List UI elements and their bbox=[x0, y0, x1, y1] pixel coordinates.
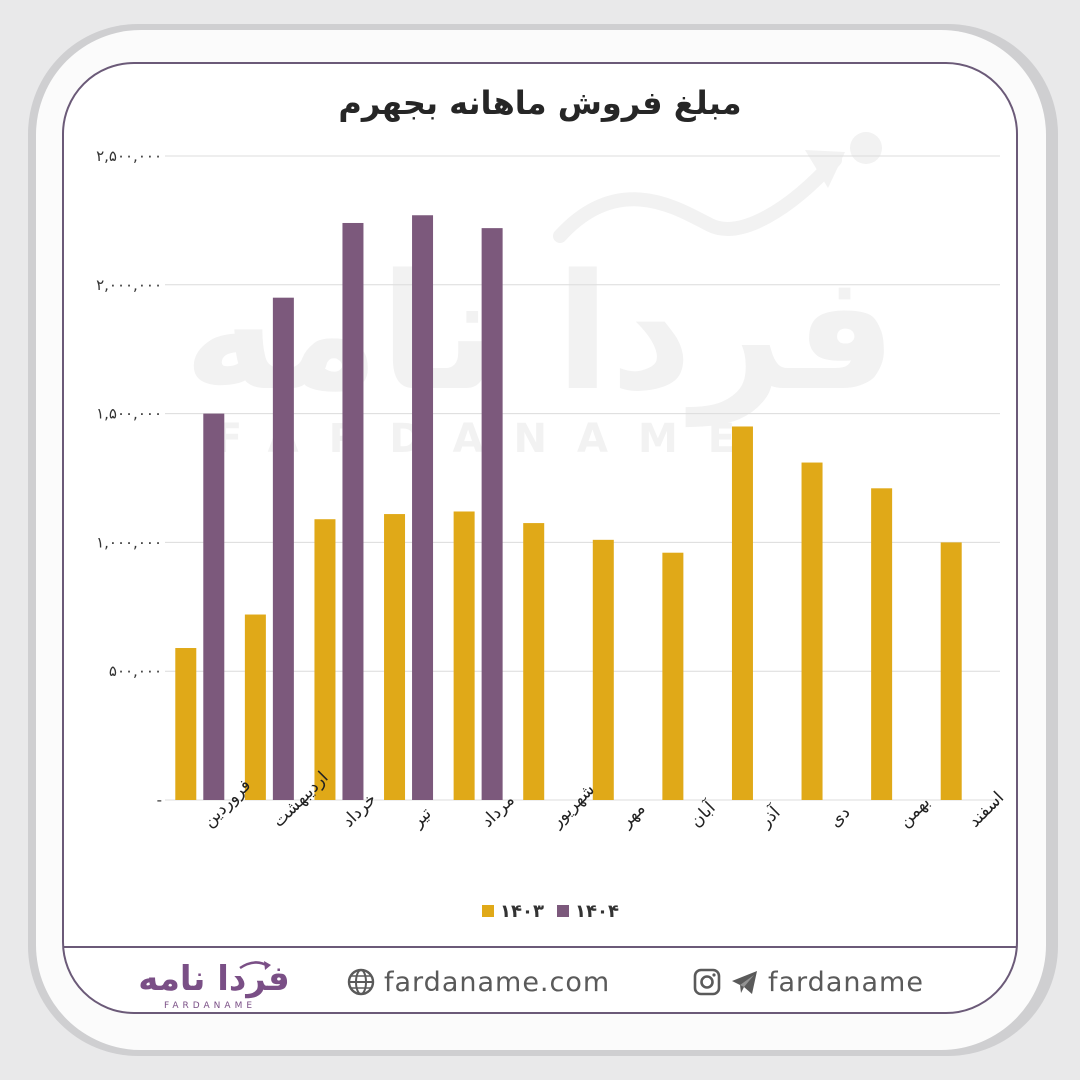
bar-series2 bbox=[203, 413, 225, 800]
website-url: fardaname.com bbox=[384, 966, 611, 998]
bar-series1 bbox=[801, 462, 823, 800]
grid bbox=[165, 155, 1000, 801]
footer-logo[interactable]: فردا نامه FARDANAME bbox=[130, 956, 300, 1011]
bar-series1 bbox=[871, 488, 893, 800]
bars bbox=[175, 215, 962, 801]
y-tick-label: - bbox=[157, 791, 162, 809]
bar-series1 bbox=[384, 514, 406, 800]
bar-series2 bbox=[342, 222, 364, 800]
legend-swatch bbox=[482, 905, 494, 917]
social-handle: fardaname bbox=[768, 966, 924, 998]
bar-series1 bbox=[731, 426, 753, 800]
legend: ۱۴۰۳ ۱۴۰۴ bbox=[482, 901, 619, 922]
bar-series1 bbox=[314, 519, 336, 800]
watermark-brand: فردا نامه bbox=[183, 239, 896, 427]
x-tick-label: دی bbox=[825, 803, 854, 832]
social-links[interactable]: fardaname bbox=[692, 964, 924, 1000]
y-tick-label: ۵۰۰,۰۰۰ bbox=[109, 662, 162, 680]
logo-subtext: FARDANAME bbox=[164, 1001, 256, 1010]
bar-series1 bbox=[453, 511, 475, 800]
bar-series1 bbox=[592, 539, 614, 800]
footer: فردا نامه FARDANAME fardaname.com fardan… bbox=[64, 948, 1016, 1014]
website-link[interactable]: fardaname.com bbox=[346, 964, 610, 1000]
x-tick-label: آبان bbox=[685, 796, 721, 832]
watermark-dot bbox=[850, 132, 882, 164]
bar-series2 bbox=[412, 215, 434, 801]
instagram-icon[interactable] bbox=[692, 967, 722, 997]
legend-swatch bbox=[557, 905, 569, 917]
bar-series2 bbox=[272, 297, 294, 800]
watermark-latin: FARDANAME bbox=[215, 416, 765, 462]
x-tick-label: اسفند bbox=[965, 788, 1009, 832]
x-tick-label: شهریور bbox=[546, 780, 598, 832]
globe-icon bbox=[346, 967, 376, 997]
y-tick-label: ۱,۵۰۰,۰۰۰ bbox=[96, 405, 162, 423]
watermark-arrowhead bbox=[805, 150, 845, 188]
bar-series2 bbox=[481, 228, 503, 801]
bar-series1 bbox=[244, 614, 266, 800]
y-axis: - ۵۰۰,۰۰۰ ۱,۰۰۰,۰۰۰ ۱,۵۰۰,۰۰۰ ۲,۰۰۰,۰۰۰ ۲,۵۰۰… bbox=[96, 147, 162, 809]
legend-label: ۱۴۰۳ bbox=[500, 901, 544, 922]
watermark-arrow bbox=[553, 153, 842, 243]
telegram-icon[interactable] bbox=[730, 967, 760, 997]
chart-title: مبلغ فروش ماهانه بجهرم bbox=[338, 84, 742, 122]
y-tick-label: ۲,۵۰۰,۰۰۰ bbox=[96, 147, 162, 165]
x-tick-label: مهر bbox=[616, 799, 649, 832]
bar-series1 bbox=[175, 648, 197, 800]
y-tick-label: ۲,۰۰۰,۰۰۰ bbox=[96, 276, 162, 294]
bar-series1 bbox=[662, 552, 684, 800]
x-tick-label: تیر bbox=[407, 804, 436, 833]
bar-series1 bbox=[940, 542, 962, 800]
x-tick-label: بهمن bbox=[895, 792, 934, 831]
legend-label: ۱۴۰۴ bbox=[575, 901, 619, 922]
x-tick-label: آذر bbox=[754, 801, 786, 833]
bar-series1 bbox=[523, 523, 545, 800]
y-tick-label: ۱,۰۰۰,۰۰۰ bbox=[96, 533, 162, 551]
footer-divider bbox=[64, 946, 1016, 948]
